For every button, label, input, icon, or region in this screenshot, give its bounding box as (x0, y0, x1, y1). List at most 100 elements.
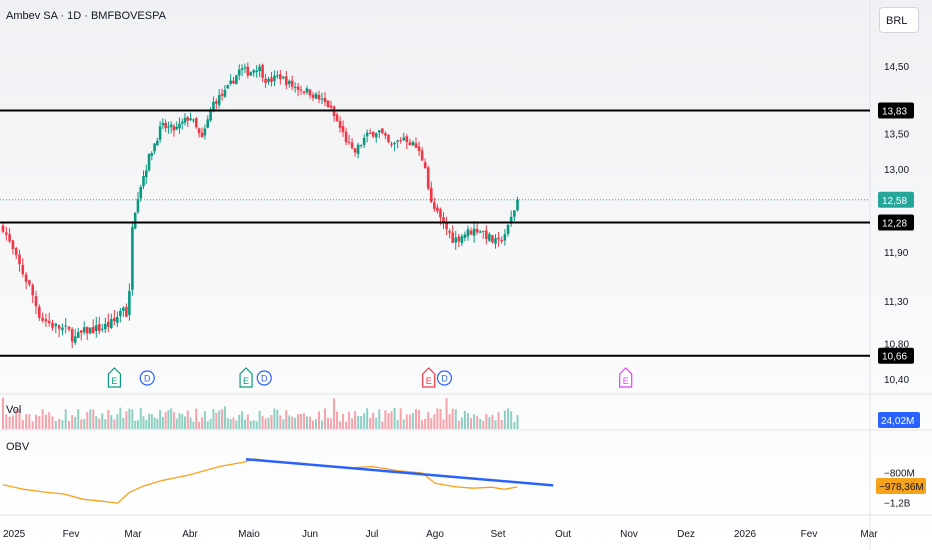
volume-bar (203, 411, 206, 429)
candle-body (175, 126, 178, 129)
candle-body (341, 126, 345, 133)
earnings-marker-icon[interactable] (619, 367, 633, 388)
candle-body (5, 232, 8, 235)
volume-value-label: 24,02M (881, 416, 914, 427)
volume-bar (86, 412, 89, 429)
dividend-marker-icon[interactable] (256, 370, 272, 386)
candle-body (469, 230, 473, 235)
candle-body (119, 310, 122, 316)
candle-body (494, 238, 497, 244)
volume-bar (246, 414, 249, 429)
candle-body (411, 141, 415, 146)
obv-trendline[interactable] (245, 457, 554, 487)
symbol-title[interactable]: Ambev SA · 1D · BMFBOVESPA (6, 10, 166, 22)
candle-body (359, 144, 363, 146)
candle-body (220, 93, 224, 96)
candle-body (442, 217, 445, 223)
earnings-marker-icon[interactable] (239, 367, 253, 388)
volume-bar (48, 412, 51, 429)
volume-bar (71, 415, 74, 429)
volume-bar (58, 418, 61, 429)
candle-body (466, 229, 470, 237)
volume-bar (330, 418, 333, 429)
dividend-marker-icon[interactable] (139, 370, 155, 386)
candle-body (270, 77, 273, 83)
volume-bar (2, 397, 4, 429)
candle-body (110, 319, 113, 329)
volume-bar (189, 417, 192, 429)
volume-bar (479, 418, 482, 429)
candle-body (28, 280, 31, 285)
volume-bar (226, 418, 229, 429)
earnings-marker-icon[interactable] (107, 367, 121, 388)
candle-body (463, 234, 467, 239)
volume-bar (294, 417, 297, 429)
candle-body (223, 89, 227, 97)
obv-pane[interactable]: −800M −1,2B −978,36M (2, 457, 926, 510)
volume-bar (61, 420, 64, 429)
volume-bar (433, 414, 436, 429)
candle-body (153, 143, 156, 152)
candle-body (506, 224, 510, 234)
volume-bar (473, 414, 476, 429)
candle-body (142, 176, 145, 187)
time-axis[interactable]: 2025 Fev Mar Abr Maio Jun Jul Ago Set Out Nov Dez 20… (3, 529, 878, 540)
time-axis-tick-label: Maio (238, 529, 260, 540)
candle-body (426, 167, 430, 189)
candle-body (113, 317, 116, 322)
volume-bar (235, 420, 238, 429)
volume-bar (186, 410, 189, 429)
volume-bar (348, 411, 351, 429)
volume-bar (232, 417, 235, 429)
volume-bar (170, 408, 173, 429)
candle-body (448, 231, 451, 233)
volume-bar (384, 410, 387, 429)
dividend-marker-label: D (441, 374, 448, 384)
candle-body (314, 93, 318, 99)
time-axis-tick-label: Set (490, 529, 505, 540)
volume-bar (445, 398, 448, 429)
candle-body (335, 114, 339, 122)
volume-pane[interactable]: 24,02M (2, 397, 920, 429)
candle-body (8, 234, 11, 242)
volume-bar (378, 409, 381, 429)
candle-body (460, 236, 464, 244)
candle-body (414, 143, 418, 148)
price-axis-tick-label: 10,80 (884, 339, 909, 350)
volume-bar (68, 420, 71, 429)
earnings-marker-icon[interactable] (422, 367, 436, 388)
candle-body (390, 143, 393, 145)
volume-bar (503, 410, 506, 429)
volume-bar (38, 416, 41, 429)
candle-body (255, 70, 258, 72)
volume-bar (369, 417, 372, 429)
volume-bar (241, 411, 244, 429)
candle-body (189, 118, 192, 121)
volume-bar (448, 414, 451, 429)
candle-body (54, 323, 58, 327)
volume-bar (51, 416, 54, 429)
candle-body (408, 142, 412, 146)
volume-bar (209, 418, 212, 429)
volume-bar (317, 411, 320, 429)
volume-bar (357, 416, 360, 429)
volume-bar (21, 419, 24, 429)
candle-body (420, 150, 424, 161)
volume-bar (333, 398, 336, 429)
volume-bar (381, 421, 384, 429)
time-axis-tick-label: Dez (677, 529, 695, 540)
currency-button[interactable]: BRL (879, 7, 919, 33)
time-axis-tick-label: Mar (860, 529, 878, 540)
dividend-marker-icon[interactable] (436, 370, 453, 386)
volume-bar (44, 414, 47, 429)
candle-body (353, 148, 357, 153)
time-axis-tick-label: Fev (801, 529, 818, 540)
candle-body (133, 212, 137, 229)
candle-body (478, 231, 482, 233)
volume-bar (41, 409, 44, 429)
obv-value-tag (876, 477, 926, 494)
volume-label: Vol (6, 404, 22, 416)
volume-bar (116, 414, 119, 429)
